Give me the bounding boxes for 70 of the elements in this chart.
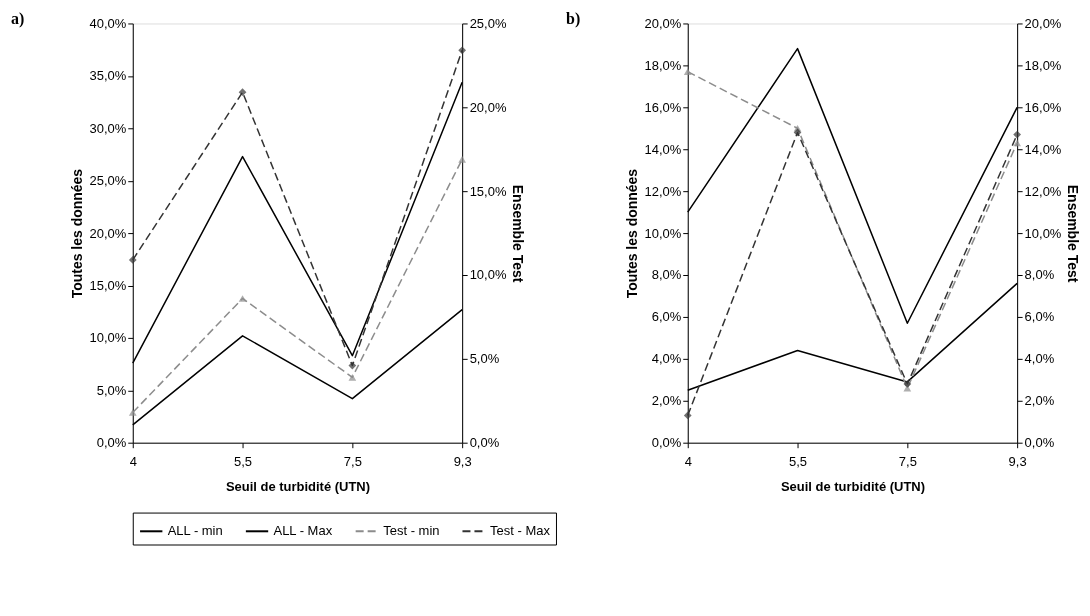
y-tick-label: 12,0% — [644, 183, 682, 199]
y-tick-label: 2,0% — [651, 393, 682, 409]
y2-tick-label: 20,0% — [469, 99, 507, 115]
y2-tick-label: 5,0% — [469, 351, 500, 367]
x-axis-title: Seuil de turbidité (UTN) — [225, 479, 370, 495]
y-tick-label: 5,0% — [96, 382, 127, 398]
y-tick-label: 15,0% — [89, 277, 127, 293]
chart-title: a) — [11, 10, 25, 29]
y2-tick-label: 10,0% — [1024, 225, 1062, 241]
point — [683, 68, 692, 76]
y-tick-label: 16,0% — [644, 99, 682, 115]
y2-tick-label: 2,0% — [1024, 393, 1055, 409]
y-tick-label: 6,0% — [651, 309, 682, 325]
y2-tick-label: 4,0% — [1024, 351, 1055, 367]
legend-label: ALL - min — [167, 523, 223, 539]
x-tick-label: 4 — [684, 454, 692, 470]
y2-tick-label: 8,0% — [1024, 267, 1055, 283]
y2-tick-label: 6,0% — [1024, 309, 1055, 325]
y-tick-label: 0,0% — [651, 435, 682, 451]
y2-tick-label: 12,0% — [1024, 183, 1062, 199]
y-tick-label: 4,0% — [651, 351, 682, 367]
y-axis-title: Toutes les données — [69, 168, 86, 299]
y-tick-label: 10,0% — [89, 330, 127, 346]
y2-tick-label: 0,0% — [469, 435, 500, 451]
x-tick-label: 9,3 — [1008, 454, 1027, 470]
point — [683, 411, 692, 420]
y2-tick-label: 25,0% — [469, 15, 507, 31]
y-tick-label: 25,0% — [89, 173, 127, 189]
x-tick-label: 5,5 — [789, 454, 808, 470]
x-tick-label: 5,5 — [234, 454, 253, 470]
y-tick-label: 40,0% — [89, 15, 127, 31]
x-tick-label: 7,5 — [343, 454, 362, 470]
y2-tick-label: 14,0% — [1024, 141, 1062, 157]
x-axis-title: Seuil de turbidité (UTN) — [780, 479, 925, 495]
y-tick-label: 35,0% — [89, 68, 127, 84]
y-tick-label: 10,0% — [644, 225, 682, 241]
y2-tick-label: 15,0% — [469, 183, 507, 199]
point — [348, 373, 357, 381]
x-tick-label: 4 — [129, 454, 137, 470]
y-tick-label: 18,0% — [644, 57, 682, 73]
y-tick-label: 14,0% — [644, 141, 682, 157]
point — [458, 46, 467, 55]
x-tick-label: 7,5 — [898, 454, 917, 470]
y2-axis-title: Ensemble Test — [510, 184, 527, 283]
chart-title: b) — [566, 10, 581, 29]
point — [128, 256, 137, 264]
legend-label: Test - min — [383, 523, 440, 539]
point — [348, 361, 357, 370]
point — [1013, 130, 1021, 139]
point — [1013, 139, 1021, 147]
y-tick-label: 8,0% — [651, 267, 682, 283]
point — [458, 155, 467, 163]
y2-axis-title: Ensemble Test — [1065, 184, 1082, 283]
y-axis-title: Toutes les données — [624, 168, 641, 299]
point — [238, 88, 247, 97]
point — [128, 409, 137, 416]
y-tick-label: 30,0% — [89, 120, 127, 136]
x-tick-label: 9,3 — [453, 454, 472, 470]
y-tick-label: 0,0% — [96, 435, 127, 451]
point — [238, 295, 247, 302]
legend-label: ALL - Max — [273, 523, 333, 539]
point — [903, 380, 912, 388]
y2-tick-label: 16,0% — [1024, 99, 1062, 115]
y2-tick-label: 10,0% — [469, 267, 507, 283]
y2-tick-label: 0,0% — [1024, 435, 1055, 451]
y-tick-label: 20,0% — [644, 15, 682, 31]
y2-tick-label: 18,0% — [1024, 57, 1062, 73]
y2-tick-label: 20,0% — [1024, 15, 1062, 31]
legend-label: Test - Max — [490, 523, 551, 539]
y-tick-label: 20,0% — [89, 225, 127, 241]
